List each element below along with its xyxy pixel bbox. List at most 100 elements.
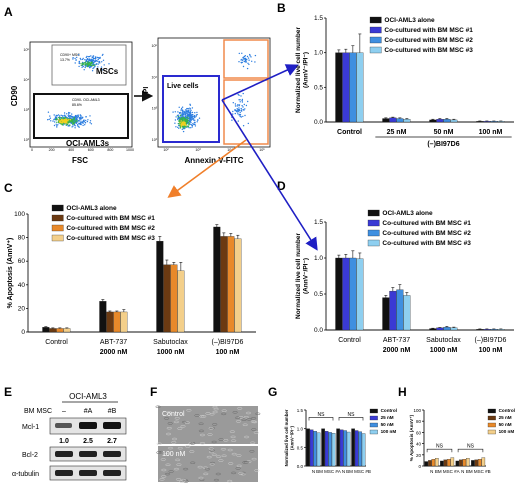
- flow-dot: [49, 117, 52, 119]
- flow-dot: [72, 125, 74, 127]
- ns-label: NS: [436, 444, 444, 450]
- flow-dot: [195, 115, 197, 118]
- legend-swatch: [369, 46, 382, 54]
- flow-dot: [191, 107, 194, 109]
- flow-dot: [189, 110, 191, 113]
- bar: [436, 119, 444, 123]
- flow-dot: [57, 119, 60, 121]
- legend-label: Co-cultured with BM MSC #3: [382, 240, 471, 247]
- flow-dot: [177, 111, 179, 113]
- cell-mark: [227, 448, 233, 452]
- legend-label: 100 nM: [499, 429, 515, 434]
- bar: [356, 52, 364, 123]
- cell-mark: [250, 420, 257, 423]
- flow-dot: [247, 57, 250, 59]
- bar: [324, 431, 329, 467]
- cell-mark: [199, 441, 206, 445]
- panel-label-d: D: [277, 179, 286, 193]
- flow-dot: [69, 119, 72, 121]
- y-tick-label: 20: [18, 305, 26, 312]
- cell-mark: [204, 467, 211, 471]
- cell-mark: [182, 467, 189, 471]
- bar: [49, 328, 57, 333]
- y-tick-label: 20: [416, 453, 422, 458]
- flow-y-tick: 10⁴: [151, 75, 157, 79]
- cell-mark: [250, 417, 257, 420]
- flow-dot: [94, 64, 96, 66]
- flow-dot: [238, 114, 240, 116]
- legend-swatch: [487, 422, 496, 428]
- y-axis-label: Normalized live cell number: [284, 409, 289, 466]
- western-col-1: –: [62, 408, 66, 415]
- panel-label-g: G: [268, 385, 277, 399]
- y-tick-label: 40: [416, 442, 422, 447]
- bar: [356, 258, 364, 331]
- flow-dot: [57, 121, 60, 124]
- flow-dot: [93, 57, 96, 60]
- flow-dot: [178, 127, 180, 129]
- cell-mark: [240, 472, 246, 476]
- flow-dot: [181, 106, 184, 108]
- flow-dot: [234, 105, 237, 107]
- flow-y-tick: 10⁵: [152, 44, 158, 48]
- flow-dot: [74, 57, 76, 60]
- bar: [120, 311, 128, 333]
- legend-swatch: [367, 229, 380, 237]
- flow-left-ylabel: CD90: [10, 85, 19, 106]
- flow-dot: [101, 54, 104, 56]
- flow-dot: [190, 117, 192, 120]
- flow-dot: [190, 109, 192, 112]
- cell-mark: [174, 458, 181, 462]
- y-tick-label: 0: [21, 329, 25, 336]
- bar: [396, 289, 404, 331]
- flow-dot: [54, 116, 57, 119]
- y-tick-label: 100: [413, 408, 421, 413]
- flow-dot: [180, 109, 182, 111]
- cell-mark: [235, 467, 241, 470]
- flow-dot: [244, 55, 246, 57]
- flow-dot: [174, 111, 176, 113]
- western-row-bcl2: Bcl-2: [22, 452, 38, 459]
- flow-dot: [181, 113, 183, 116]
- bar: [490, 329, 498, 331]
- flow-dot: [245, 57, 247, 60]
- flow-dot: [188, 116, 191, 118]
- flow-dot: [181, 111, 184, 114]
- x-sub-label: 100 nM: [216, 349, 240, 356]
- flow-dot: [63, 119, 65, 122]
- flow-dot: [57, 124, 59, 126]
- flow-dot: [71, 121, 73, 123]
- flow-dot: [86, 63, 89, 65]
- cell-mark: [230, 435, 236, 439]
- flow-dot: [71, 126, 73, 128]
- flow-dot: [191, 114, 193, 116]
- cell-mark: [215, 472, 221, 476]
- bar: [331, 432, 336, 467]
- bar: [346, 431, 351, 467]
- flow-dot: [72, 119, 74, 122]
- bar: [113, 311, 121, 333]
- flow-dot: [74, 115, 76, 118]
- flow-dot: [60, 117, 63, 119]
- cell-mark: [198, 476, 204, 480]
- flow-dot: [182, 113, 185, 116]
- flow-dot: [244, 60, 246, 62]
- legend-swatch: [51, 204, 64, 212]
- flow-dot: [56, 126, 58, 128]
- bar: [431, 459, 436, 467]
- flow-dot: [177, 123, 180, 125]
- x-tick-label: 25 nM: [387, 129, 407, 136]
- western-row-mcl1: Mcl-1: [22, 424, 39, 431]
- flow-dot: [237, 113, 239, 115]
- flow-dot: [92, 64, 94, 67]
- x-tick-label: (–)BI97D6: [475, 337, 507, 344]
- cell-mark: [189, 450, 195, 453]
- flow-x-tick: 10²: [163, 148, 169, 152]
- cell-mark: [155, 405, 161, 409]
- bar: [429, 119, 437, 123]
- flow-dot: [192, 123, 194, 125]
- legend-swatch: [369, 36, 382, 44]
- flow-dot: [56, 125, 58, 127]
- flow-dot: [187, 110, 189, 112]
